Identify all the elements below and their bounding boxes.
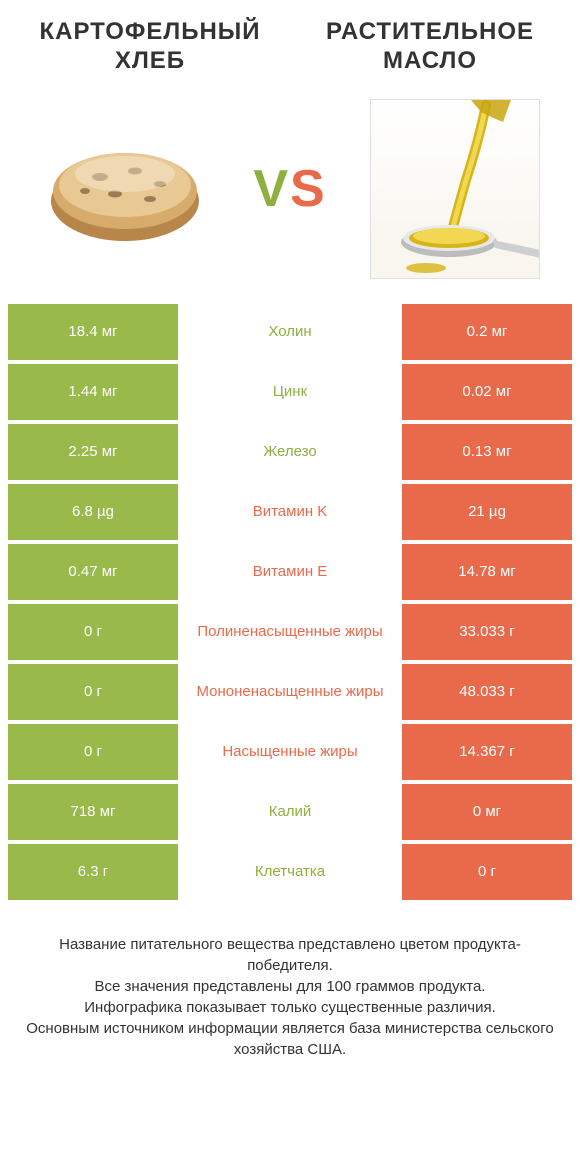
nutrient-label: Полиненасыщенные жиры	[178, 604, 402, 660]
value-left: 0 г	[8, 724, 178, 780]
footer-line: Название питательного вещества представл…	[20, 934, 560, 976]
header: КАРТОФЕЛЬНЫЙ ХЛЕБ РАСТИТЕЛЬНОЕ МАСЛО	[0, 0, 580, 84]
value-left: 18.4 мг	[8, 304, 178, 360]
value-right: 14.367 г	[402, 724, 572, 780]
vs-label: VS	[253, 159, 326, 219]
images-row: VS	[0, 84, 580, 304]
value-right: 0 г	[402, 844, 572, 900]
oil-icon	[370, 99, 540, 279]
table-row: 2.25 мгЖелезо0.13 мг	[8, 424, 572, 480]
value-right: 48.033 г	[402, 664, 572, 720]
value-right: 21 µg	[402, 484, 572, 540]
table-row: 0 гПолиненасыщенные жиры33.033 г	[8, 604, 572, 660]
value-right: 0.13 мг	[402, 424, 572, 480]
product-right-title: РАСТИТЕЛЬНОЕ МАСЛО	[300, 18, 560, 76]
table-row: 6.3 гКлетчатка0 г	[8, 844, 572, 900]
value-left: 6.8 µg	[8, 484, 178, 540]
nutrient-label: Холин	[178, 304, 402, 360]
value-right: 33.033 г	[402, 604, 572, 660]
table-row: 0 гМононенасыщенные жиры48.033 г	[8, 664, 572, 720]
nutrient-label: Насыщенные жиры	[178, 724, 402, 780]
value-left: 6.3 г	[8, 844, 178, 900]
nutrient-label: Клетчатка	[178, 844, 402, 900]
value-left: 718 мг	[8, 784, 178, 840]
nutrient-label: Цинк	[178, 364, 402, 420]
value-left: 0.47 мг	[8, 544, 178, 600]
value-left: 0 г	[8, 604, 178, 660]
product-left-title: КАРТОФЕЛЬНЫЙ ХЛЕБ	[20, 18, 280, 76]
table-row: 0.47 мгВитамин E14.78 мг	[8, 544, 572, 600]
value-right: 0.02 мг	[402, 364, 572, 420]
comparison-table: 18.4 мгХолин0.2 мг1.44 мгЦинк0.02 мг2.25…	[0, 304, 580, 900]
table-row: 18.4 мгХолин0.2 мг	[8, 304, 572, 360]
value-right: 14.78 мг	[402, 544, 572, 600]
footer-line: Все значения представлены для 100 граммо…	[20, 976, 560, 997]
bread-icon	[40, 129, 210, 249]
product-right-image	[360, 99, 550, 279]
table-row: 718 мгКалий0 мг	[8, 784, 572, 840]
value-right: 0 мг	[402, 784, 572, 840]
value-right: 0.2 мг	[402, 304, 572, 360]
footer-line: Инфографика показывает только существенн…	[20, 997, 560, 1018]
vs-v: V	[253, 160, 290, 218]
table-row: 6.8 µgВитамин K21 µg	[8, 484, 572, 540]
footer: Название питательного вещества представл…	[0, 904, 580, 1060]
value-left: 2.25 мг	[8, 424, 178, 480]
product-left-image	[30, 99, 220, 279]
table-row: 0 гНасыщенные жиры14.367 г	[8, 724, 572, 780]
nutrient-label: Железо	[178, 424, 402, 480]
footer-line: Основным источником информации является …	[20, 1018, 560, 1060]
nutrient-label: Калий	[178, 784, 402, 840]
table-row: 1.44 мгЦинк0.02 мг	[8, 364, 572, 420]
value-left: 1.44 мг	[8, 364, 178, 420]
vs-s: S	[290, 160, 327, 218]
nutrient-label: Витамин E	[178, 544, 402, 600]
nutrient-label: Мононенасыщенные жиры	[178, 664, 402, 720]
nutrient-label: Витамин K	[178, 484, 402, 540]
value-left: 0 г	[8, 664, 178, 720]
